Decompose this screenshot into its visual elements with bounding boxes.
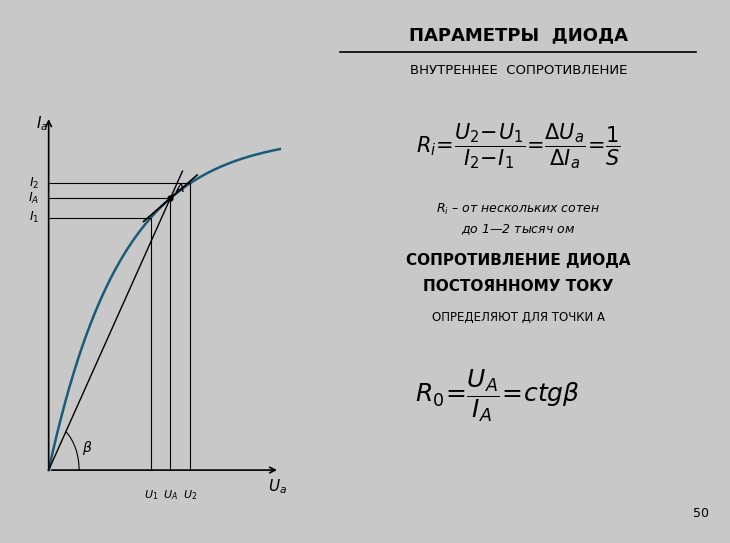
Text: A: A	[175, 181, 184, 194]
Text: $I_1$: $I_1$	[28, 210, 39, 225]
Text: $I_2$: $I_2$	[28, 176, 39, 191]
Text: ПАРАМЕТРЫ  ДИОДА: ПАРАМЕТРЫ ДИОДА	[409, 26, 628, 45]
Text: СОПРОТИВЛЕНИЕ ДИОДА: СОПРОТИВЛЕНИЕ ДИОДА	[406, 253, 631, 268]
Text: $U_2$: $U_2$	[182, 489, 197, 502]
Text: $\beta$: $\beta$	[82, 439, 93, 457]
Text: $U_a$: $U_a$	[268, 477, 287, 496]
Text: до 1—2 тысяч $ом$: до 1—2 тысяч $ом$	[461, 222, 575, 237]
Text: $U_A$: $U_A$	[163, 489, 178, 502]
Text: $R_0\!=\!\dfrac{U_A}{I_A}\!=\!ctg\beta$: $R_0\!=\!\dfrac{U_A}{I_A}\!=\!ctg\beta$	[415, 368, 580, 425]
Text: ВНУТРЕННЕЕ  СОПРОТИВЛЕНИЕ: ВНУТРЕННЕЕ СОПРОТИВЛЕНИЕ	[410, 64, 627, 77]
Text: $U_1$: $U_1$	[144, 489, 158, 502]
Text: $R_i$ – от нескольких сотен: $R_i$ – от нескольких сотен	[437, 201, 600, 217]
Text: ПОСТОЯННОМУ ТОКУ: ПОСТОЯННОМУ ТОКУ	[423, 279, 613, 294]
Text: ОПРЕДЕЛЯЮТ ДЛЯ ТОЧКИ А: ОПРЕДЕЛЯЮТ ДЛЯ ТОЧКИ А	[432, 311, 604, 324]
Text: $I_A$: $I_A$	[28, 191, 39, 206]
Text: $I_a$: $I_a$	[36, 115, 49, 133]
Text: 50: 50	[693, 507, 709, 520]
Text: $R_i\!=\!\dfrac{U_2\!-\!U_1}{I_2\!-\!I_1}\!=\!\dfrac{\Delta U_a}{\Delta I_a}\!=\: $R_i\!=\!\dfrac{U_2\!-\!U_1}{I_2\!-\!I_1…	[416, 122, 620, 172]
